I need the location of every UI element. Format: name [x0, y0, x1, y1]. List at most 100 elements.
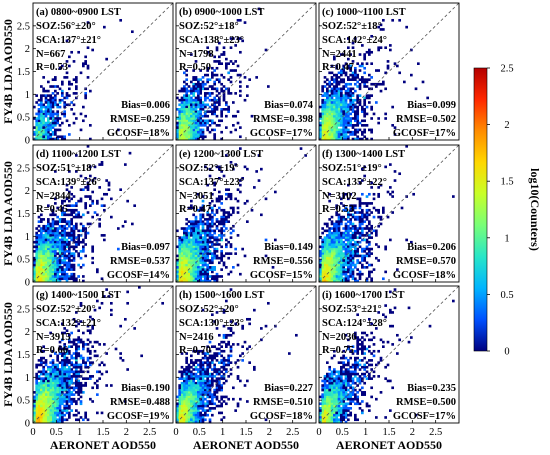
density-cell: [377, 186, 381, 189]
density-cell: [391, 311, 395, 314]
density-cell: [218, 384, 221, 387]
density-cell: [194, 238, 198, 242]
density-cell: [342, 404, 346, 408]
density-cell: [368, 372, 371, 376]
density-cell: [126, 301, 130, 305]
density-cell: [213, 252, 217, 255]
density-cell: [218, 124, 221, 127]
density-cell: [333, 240, 336, 244]
density-cell: [201, 222, 205, 226]
density-cell: [44, 386, 48, 390]
density-cell: [190, 402, 193, 406]
density-cell: [368, 192, 371, 196]
density-cell: [183, 98, 186, 102]
density-cell: [51, 231, 55, 235]
density-cell: [328, 112, 332, 116]
density-cell: [192, 135, 196, 139]
density-cell: [42, 365, 46, 369]
density-cell: [351, 213, 355, 217]
density-cell: [342, 124, 346, 127]
density-cell: [56, 128, 60, 132]
density-cell: [178, 250, 182, 253]
density-cell: [49, 213, 53, 217]
density-cell: [63, 363, 67, 367]
density-cell: [51, 208, 55, 212]
density-cell: [356, 352, 360, 355]
density-cell: [248, 345, 252, 348]
density-cell: [344, 261, 348, 265]
density-cell: [328, 393, 332, 396]
density-cell: [47, 256, 50, 260]
density-cell: [47, 231, 50, 235]
density-cell: [56, 110, 60, 113]
density-cell: [347, 370, 350, 374]
density-cell: [356, 247, 360, 251]
density-cell: [180, 105, 184, 109]
density-cell: [33, 130, 36, 134]
density-cell: [192, 381, 196, 385]
sca-text: SCA:138°±23°: [179, 35, 244, 46]
density-cell: [389, 379, 392, 383]
density-cell: [72, 247, 76, 251]
density-cell: [61, 416, 64, 419]
density-cell: [361, 377, 364, 380]
density-cell: [197, 117, 200, 120]
density-cell: [68, 397, 71, 401]
density-cell: [396, 333, 399, 337]
density-cell: [340, 250, 343, 253]
density-cell: [37, 124, 41, 127]
n-text: N=2441: [322, 49, 357, 60]
density-cell: [93, 354, 97, 358]
density-cell: [96, 411, 99, 415]
density-cell: [75, 240, 78, 244]
density-cell: [206, 345, 210, 348]
density-cell: [361, 105, 364, 109]
density-cell: [354, 365, 357, 369]
density-cell: [328, 238, 332, 242]
density-cell: [323, 130, 327, 134]
density-cell: [356, 112, 360, 116]
density-cell: [328, 234, 332, 237]
density-cell: [344, 395, 348, 399]
density-cell: [321, 101, 325, 104]
density-cell: [49, 354, 53, 358]
density-cell: [199, 250, 203, 253]
density-cell: [178, 137, 182, 141]
density-cell: [185, 234, 189, 237]
density-cell: [328, 227, 332, 230]
density-cell: [333, 222, 336, 226]
density-cell: [354, 370, 357, 374]
density-cell: [206, 352, 210, 355]
density-cell: [65, 391, 69, 394]
density-cell: [215, 78, 219, 81]
density-cell: [63, 361, 67, 364]
density-cell: [58, 220, 62, 223]
density-cell: [328, 105, 332, 109]
density-cell: [185, 87, 189, 91]
density-cell: [42, 388, 46, 392]
density-cell: [93, 308, 97, 312]
density-cell: [192, 256, 196, 260]
density-cell: [372, 206, 376, 210]
density-cell: [330, 404, 334, 408]
density-cell: [35, 377, 39, 380]
density-cell: [192, 117, 196, 120]
density-cell: [68, 133, 71, 136]
density-cell: [54, 259, 57, 262]
density-cell: [192, 128, 196, 132]
density-cell: [197, 114, 200, 118]
density-cell: [351, 215, 355, 219]
density-cell: [47, 368, 50, 371]
density-cell: [49, 256, 53, 260]
density-cell: [323, 400, 327, 403]
density-cell: [190, 80, 193, 84]
density-cell: [91, 317, 95, 321]
density-cell: [347, 277, 350, 281]
density-cell: [243, 340, 247, 344]
density-cell: [70, 101, 74, 104]
density-cell: [351, 365, 355, 369]
density-cell: [379, 23, 383, 27]
density-cell: [361, 202, 364, 205]
density-cell: [330, 130, 334, 134]
density-cell: [35, 413, 39, 417]
